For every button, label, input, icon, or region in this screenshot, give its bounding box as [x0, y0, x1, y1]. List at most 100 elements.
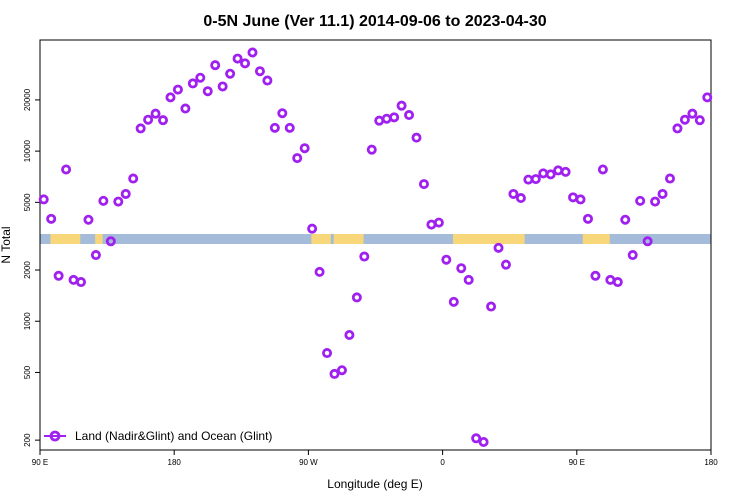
- y-tick-label: 500: [23, 365, 32, 379]
- x-tick-label: 0: [440, 458, 445, 467]
- data-point: [664, 173, 675, 184]
- chart-title: 0-5N June (Ver 11.1) 2014-09-06 to 2023-…: [203, 13, 546, 30]
- data-point: [329, 368, 340, 379]
- data-point: [90, 250, 101, 261]
- data-point: [575, 194, 586, 205]
- x-tick-label: 180: [704, 458, 718, 467]
- data-points: [38, 47, 713, 448]
- plot-frame: [39, 39, 712, 451]
- data-point: [292, 153, 303, 164]
- land-segment: [57, 234, 73, 244]
- x-axis-label: Longitude (deg E): [327, 477, 422, 491]
- data-point: [493, 242, 504, 253]
- land-segment: [605, 234, 610, 244]
- data-point: [336, 365, 347, 376]
- data-point: [538, 168, 549, 179]
- data-point: [389, 112, 400, 123]
- legend-marker: [49, 430, 61, 442]
- data-point: [120, 188, 131, 199]
- data-point: [396, 100, 407, 111]
- data-point: [113, 196, 124, 207]
- data-point: [366, 144, 377, 155]
- y-tick-label: 2000: [23, 261, 32, 279]
- data-point: [508, 188, 519, 199]
- data-point: [590, 270, 601, 281]
- data-point: [657, 188, 668, 199]
- data-point: [456, 263, 467, 274]
- y-tick-label: 10000: [23, 139, 32, 162]
- data-point: [128, 173, 139, 184]
- data-point: [478, 437, 489, 448]
- data-point: [150, 108, 161, 119]
- data-point: [441, 254, 452, 265]
- data-point: [46, 213, 57, 224]
- legend: Land (Nadir&Glint) and Ocean (Glint): [44, 429, 272, 443]
- data-point: [672, 123, 683, 134]
- data-point: [582, 213, 593, 224]
- data-point: [530, 174, 541, 185]
- data-point: [76, 277, 87, 288]
- data-point: [105, 236, 116, 247]
- x-tick-label: 90 W: [299, 458, 318, 467]
- y-tick-label: 200: [23, 433, 32, 447]
- x-tick-label: 90 E: [569, 458, 585, 467]
- data-point: [597, 164, 608, 175]
- data-point: [627, 250, 638, 261]
- data-point: [180, 103, 191, 114]
- data-point: [486, 301, 497, 312]
- x-tick-label: 180: [168, 458, 182, 467]
- data-point: [322, 348, 333, 359]
- data-point: [232, 53, 243, 64]
- y-tick-label: 20000: [23, 88, 32, 111]
- data-point: [165, 92, 176, 103]
- data-point: [515, 193, 526, 204]
- data-point: [277, 108, 288, 119]
- data-point: [463, 274, 474, 285]
- data-point: [307, 223, 318, 234]
- data-point: [404, 110, 415, 121]
- land-segment: [591, 234, 610, 244]
- data-point: [202, 86, 213, 97]
- data-point: [225, 68, 236, 79]
- data-point: [98, 195, 109, 206]
- land-segment: [311, 234, 331, 244]
- data-point: [254, 66, 265, 77]
- data-point: [560, 166, 571, 177]
- data-point: [635, 195, 646, 206]
- data-point: [143, 114, 154, 125]
- data-point: [650, 196, 661, 207]
- data-point: [612, 277, 623, 288]
- y-axis: 200 500 1000 2000 5000 10000 20000: [23, 88, 40, 447]
- data-point: [411, 132, 422, 143]
- data-point: [694, 115, 705, 126]
- data-point: [359, 251, 370, 262]
- land-ocean-strip: [40, 234, 711, 244]
- data-point: [553, 165, 564, 176]
- y-axis-label: N Total: [0, 226, 13, 263]
- data-point: [448, 296, 459, 307]
- data-point: [620, 214, 631, 225]
- data-point: [679, 114, 690, 125]
- data-point: [381, 113, 392, 124]
- data-point: [433, 217, 444, 228]
- data-point: [210, 60, 221, 71]
- land-segment: [333, 234, 364, 244]
- data-point: [471, 433, 482, 444]
- x-tick-label: 90 E: [32, 458, 48, 467]
- data-point: [195, 72, 206, 83]
- data-point: [642, 236, 653, 247]
- land-segment: [481, 234, 525, 244]
- data-point: [172, 84, 183, 95]
- data-point: [217, 81, 228, 92]
- data-point: [187, 78, 198, 89]
- land-segment: [453, 234, 503, 244]
- y-tick-label: 1000: [23, 312, 32, 330]
- data-point: [418, 179, 429, 190]
- data-point: [240, 58, 251, 69]
- data-point: [135, 123, 146, 134]
- land-segment: [71, 234, 73, 244]
- data-point: [61, 164, 72, 175]
- data-point: [247, 47, 258, 58]
- ocean-strip: [40, 234, 711, 244]
